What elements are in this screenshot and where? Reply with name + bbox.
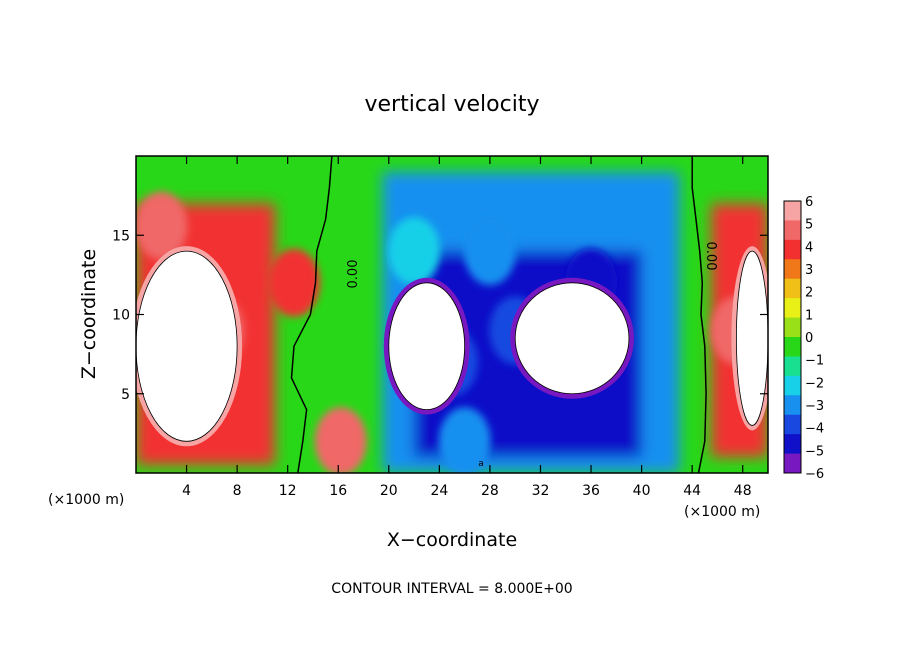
colorbar-label: 1 <box>805 308 813 323</box>
colorbar-swatch <box>784 201 801 221</box>
x-tick-label: 4 <box>182 483 191 499</box>
colorbar-swatch <box>784 220 801 241</box>
updraft-blob-3 <box>314 407 367 473</box>
colorbar-swatch <box>784 375 801 396</box>
x-tick-label: 48 <box>734 483 752 499</box>
saturated-region-0 <box>136 250 238 442</box>
colorbar-label: 0 <box>805 331 813 346</box>
colorbar: 6 5 4 3 2 1 0 −1 −2 −3 −4 −5 −6 <box>783 195 824 482</box>
updraft-blob-2 <box>268 248 320 317</box>
y-tick-label: 5 <box>121 387 130 403</box>
x-axis-label: X−coordinate <box>387 529 517 551</box>
x-tick-label: 28 <box>481 483 499 499</box>
colorbar-frame <box>783 200 802 474</box>
colorbar-label: 6 <box>805 195 813 210</box>
colorbar-label: 4 <box>805 240 813 255</box>
x-tick-label: 36 <box>582 483 600 499</box>
chart-title: vertical velocity <box>364 92 539 117</box>
colorbar-label: −4 <box>805 422 824 437</box>
plot-area <box>136 156 768 473</box>
colorbar-swatch <box>784 239 801 260</box>
saturated-region-3 <box>514 282 630 395</box>
velocity-field <box>136 171 768 473</box>
saturated-region-1 <box>736 250 768 426</box>
colorbar-swatch <box>784 434 801 455</box>
colorbar-swatch <box>784 259 801 280</box>
colorbar-swatch <box>784 337 801 357</box>
downdraft-blob-10 <box>438 407 491 473</box>
colorbar-label: −6 <box>805 467 824 482</box>
saturated-region-2 <box>388 282 466 411</box>
x-tick-label: 20 <box>380 483 398 499</box>
colorbar-label: −2 <box>805 376 824 391</box>
contour-lines <box>290 156 707 473</box>
contour-interval-note: CONTOUR INTERVAL = 8.000E+00 <box>331 581 572 597</box>
x-tick-label: 24 <box>430 483 448 499</box>
colorbar-label: −5 <box>805 444 824 459</box>
contour-label-small: a <box>478 459 484 469</box>
x-unit-label-left: (×1000 m) <box>48 492 124 508</box>
updraft-blob-0 <box>136 191 188 260</box>
x-tick-label: 16 <box>329 483 347 499</box>
colorbar-label: −1 <box>805 354 824 369</box>
y-tick-label: 15 <box>112 228 130 244</box>
colorbar-swatch <box>784 317 801 338</box>
colorbar-swatch <box>784 298 801 319</box>
downdraft-blob-9 <box>388 217 441 286</box>
colorbar-swatch <box>784 414 801 435</box>
x-axis-ticks: 4 8 12 16 20 24 28 32 36 40 44 48 <box>182 156 752 499</box>
x-tick-label: 32 <box>532 483 550 499</box>
x-tick-label: 44 <box>683 483 701 499</box>
colorbar-label: 5 <box>805 218 813 233</box>
colorbar-label: 3 <box>805 263 813 278</box>
colorbar-label: 2 <box>805 286 813 301</box>
colorbar-swatch <box>784 356 801 377</box>
colorbar-swatch <box>784 395 801 416</box>
colorbar-swatch <box>784 453 801 474</box>
y-tick-label: 10 <box>112 308 130 324</box>
zero-contour-left <box>290 156 333 473</box>
contour-label-left: 0.00 <box>346 260 361 289</box>
x-unit-label-right: (×1000 m) <box>684 504 760 520</box>
y-axis-ticks: 5 10 15 <box>112 228 768 403</box>
downdraft-blob-8 <box>463 217 516 286</box>
y-axis-label: Z−coordinate <box>78 249 100 379</box>
x-tick-label: 40 <box>633 483 651 499</box>
x-tick-label: 8 <box>233 483 242 499</box>
zero-contour-right <box>691 156 707 473</box>
colorbar-label: −3 <box>805 399 824 414</box>
x-tick-label: 12 <box>279 483 297 499</box>
contour-label-right: 0.00 <box>703 242 718 271</box>
colorbar-swatch <box>784 278 801 299</box>
